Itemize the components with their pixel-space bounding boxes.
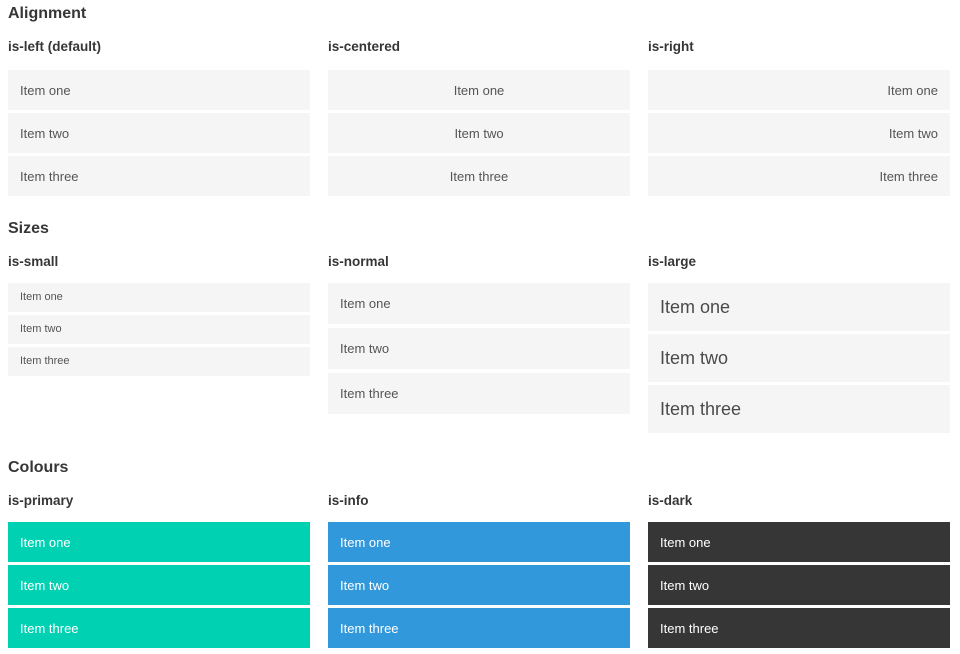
section-title: Sizes [8,220,49,237]
list-item: Item three [328,156,630,196]
list-item: Item two [8,315,310,344]
list-item: Item one [328,283,630,324]
list-item: Item one [648,283,950,331]
demo-list-left: Item one Item two Item three [8,70,310,196]
variant-column-centered: is-centered Item one Item two Item three [328,23,630,199]
variant-column-small: is-small Item one Item two Item three [8,238,310,436]
variant-column-info: is-info Item one Item two Item three [328,477,630,651]
variant-label: is-info [328,493,369,508]
variant-column-large: is-large Item one Item two Item three [648,238,950,436]
list-item: Item two [328,113,630,153]
list-item: Item two [8,113,310,153]
list-item: Item one [648,70,950,110]
variant-label: is-normal [328,254,389,269]
list-item: Item three [648,156,950,196]
sizes-columns: is-small Item one Item two Item three is… [8,238,950,436]
demo-list-primary: Item one Item two Item three [8,522,310,648]
variant-column-dark: is-dark Item one Item two Item three [648,477,950,651]
list-demo-page: Alignment is-left (default) Item one Ite… [8,4,950,651]
list-item: Item three [8,347,310,376]
section-alignment: Alignment is-left (default) Item one Ite… [8,4,950,199]
list-item: Item one [328,70,630,110]
variant-label: is-small [8,254,59,269]
variant-column-normal: is-normal Item one Item two Item three [328,238,630,436]
demo-list-normal: Item one Item two Item three [328,283,630,414]
list-item: Item one [8,70,310,110]
demo-list-dark: Item one Item two Item three [648,522,950,648]
list-item: Item one [328,522,630,562]
list-item: Item two [328,328,630,369]
variant-label: is-large [648,254,697,269]
list-item: Item two [648,565,950,605]
list-item: Item three [8,156,310,196]
list-item: Item one [8,522,310,562]
section-title: Colours [8,459,69,476]
variant-label: is-primary [8,493,74,508]
demo-list-large: Item one Item two Item three [648,283,950,433]
variant-column-left: is-left (default) Item one Item two Item… [8,23,310,199]
demo-list-small: Item one Item two Item three [8,283,310,376]
list-item: Item two [648,334,950,382]
section-sizes: Sizes is-small Item one Item two Item th… [8,219,950,436]
variant-column-right: is-right Item one Item two Item three [648,23,950,199]
variant-label: is-right [648,39,694,54]
demo-list-right: Item one Item two Item three [648,70,950,196]
list-item: Item three [648,608,950,648]
list-item: Item two [8,565,310,605]
variant-label: is-left (default) [8,39,101,54]
list-item: Item two [328,565,630,605]
variant-label: is-dark [648,493,693,508]
demo-list-info: Item one Item two Item three [328,522,630,648]
colours-columns: is-primary Item one Item two Item three … [8,477,950,651]
section-colours: Colours is-primary Item one Item two Ite… [8,458,950,651]
list-item: Item two [648,113,950,153]
list-item: Item three [328,608,630,648]
variant-label: is-centered [328,39,401,54]
demo-list-centered: Item one Item two Item three [328,70,630,196]
list-item: Item three [328,373,630,414]
section-title: Alignment [8,5,87,22]
list-item: Item three [648,385,950,433]
alignment-columns: is-left (default) Item one Item two Item… [8,23,950,199]
list-item: Item three [8,608,310,648]
list-item: Item one [648,522,950,562]
variant-column-primary: is-primary Item one Item two Item three [8,477,310,651]
list-item: Item one [8,283,310,312]
